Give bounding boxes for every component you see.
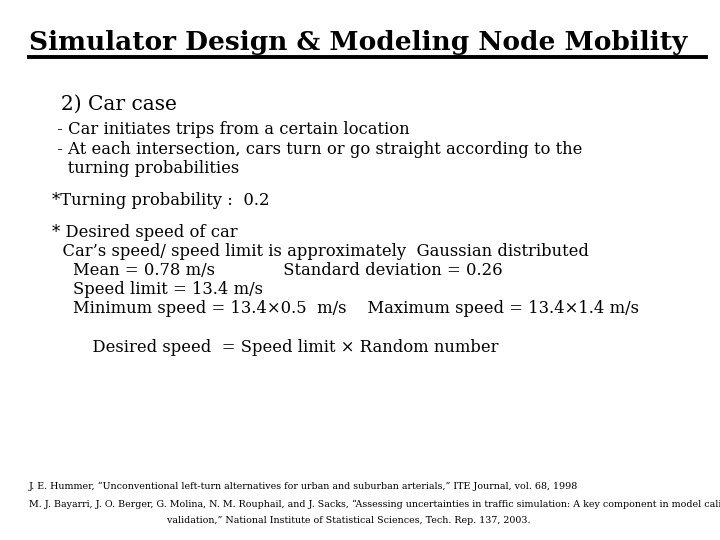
Text: *Turning probability :  0.2: *Turning probability : 0.2 <box>52 192 269 208</box>
Text: Mean = 0.78 m/s             Standard deviation = 0.26: Mean = 0.78 m/s Standard deviation = 0.2… <box>52 262 503 279</box>
Text: Car’s speed/ speed limit is approximately  Gaussian distributed: Car’s speed/ speed limit is approximatel… <box>52 243 589 260</box>
Text: - At each intersection, cars turn or go straight according to the: - At each intersection, cars turn or go … <box>52 141 582 158</box>
Text: Speed limit = 13.4 m/s: Speed limit = 13.4 m/s <box>52 281 263 298</box>
Text: - Car initiates trips from a certain location: - Car initiates trips from a certain loc… <box>52 122 410 138</box>
Text: turning probabilities: turning probabilities <box>52 160 239 177</box>
Text: Simulator Design & Modeling Node Mobility: Simulator Design & Modeling Node Mobilit… <box>29 30 687 55</box>
Text: Desired speed  = Speed limit × Random number: Desired speed = Speed limit × Random num… <box>61 339 499 355</box>
Text: M. J. Bayarri, J. O. Berger, G. Molina, N. M. Rouphail, and J. Sacks, “Assessing: M. J. Bayarri, J. O. Berger, G. Molina, … <box>29 500 720 509</box>
Text: * Desired speed of car: * Desired speed of car <box>52 224 238 241</box>
Text: Minimum speed = 13.4×0.5  m/s    Maximum speed = 13.4×1.4 m/s: Minimum speed = 13.4×0.5 m/s Maximum spe… <box>52 300 639 316</box>
Text: validation,” National Institute of Statistical Sciences, Tech. Rep. 137, 2003.: validation,” National Institute of Stati… <box>29 516 531 525</box>
Text: 2) Car case: 2) Car case <box>61 94 177 113</box>
Text: J. E. Hummer, “Unconventional left-turn alternatives for urban and suburban arte: J. E. Hummer, “Unconventional left-turn … <box>29 482 578 491</box>
